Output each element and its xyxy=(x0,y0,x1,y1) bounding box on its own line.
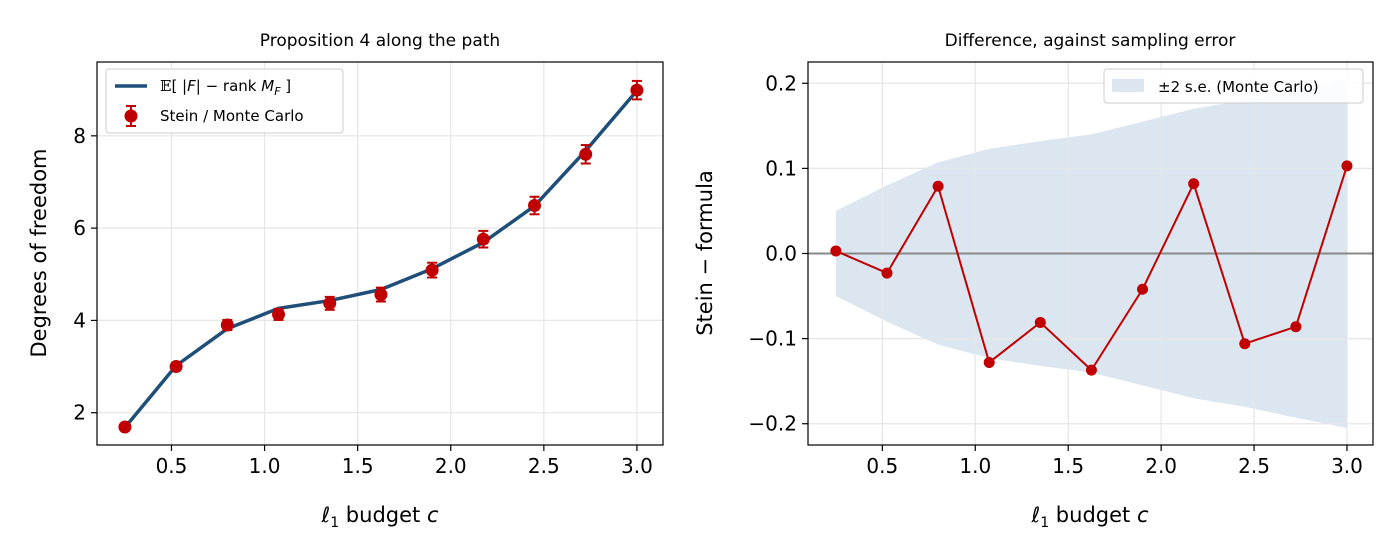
right-x-axis-label: ℓ1 budget c xyxy=(1031,503,1149,531)
stein-point xyxy=(374,288,388,302)
stein-point xyxy=(528,199,542,213)
left-x-tick-label: 1.5 xyxy=(342,454,374,478)
stein-point xyxy=(272,307,286,321)
right-legend: ±2 s.e. (Monte Carlo) xyxy=(1103,68,1364,104)
right-y-axis-label: Stein − formula xyxy=(693,170,717,336)
formula-line xyxy=(123,89,639,429)
difference-point xyxy=(932,180,944,192)
right-x-tick-label: 2.0 xyxy=(1145,454,1177,478)
stein-point xyxy=(118,420,132,434)
left-x-tick-label: 2.0 xyxy=(435,454,467,478)
right-legend-box xyxy=(1103,68,1364,104)
left-series xyxy=(118,79,644,434)
legend-band-label: ±2 s.e. (Monte Carlo) xyxy=(1158,78,1319,96)
difference-point xyxy=(1034,316,1046,328)
left-y-tick-label: 8 xyxy=(73,124,86,148)
difference-point xyxy=(1137,283,1149,295)
stein-point xyxy=(323,296,337,310)
left-x-tick-label: 3.0 xyxy=(621,454,653,478)
stein-point xyxy=(476,232,490,246)
right-chart-title: Difference, against sampling error xyxy=(945,31,1236,51)
stein-point xyxy=(220,318,234,332)
left-x-tick-label: 0.5 xyxy=(156,454,188,478)
right-y-tick-label: 0.2 xyxy=(765,71,797,95)
left-plot-frame xyxy=(96,61,664,446)
right-series xyxy=(808,160,1373,376)
left-legend: 𝔼[ |F| − rank MF ] Stein / Monte Carlo xyxy=(105,68,344,134)
right-x-tick-label: 2.5 xyxy=(1238,454,1270,478)
left-x-tick-label: 2.5 xyxy=(528,454,560,478)
difference-point xyxy=(983,356,995,368)
left-chart-title: Proposition 4 along the path xyxy=(260,31,500,51)
left-y-tick-label: 6 xyxy=(73,216,86,240)
left-y-tick-label: 2 xyxy=(73,401,86,425)
right-ticks: 0.5 1.0 1.5 2.0 2.5 3.0 −0.2 −0.1 0.0 0.1 0.2 xyxy=(748,71,1362,478)
right-x-tick-label: 1.5 xyxy=(1052,454,1084,478)
legend-formula-label: 𝔼[ |F| − rank MF ] xyxy=(160,77,291,98)
right-x-tick-label: 0.5 xyxy=(866,454,898,478)
difference-point xyxy=(1341,160,1353,172)
legend-stein-label: Stein / Monte Carlo xyxy=(160,107,304,125)
stein-point xyxy=(630,83,644,97)
left-y-axis-label: Degrees of freedom xyxy=(27,148,51,357)
difference-point xyxy=(830,245,842,257)
legend-band-swatch xyxy=(1112,79,1144,92)
left-x-axis-label: ℓ1 budget c xyxy=(321,503,439,531)
legend-stein-marker xyxy=(124,109,138,123)
right-y-tick-label: 0.0 xyxy=(765,242,797,266)
difference-point xyxy=(1085,364,1097,376)
right-x-tick-label: 3.0 xyxy=(1331,454,1363,478)
left-y-tick-label: 4 xyxy=(73,308,86,332)
left-legend-box xyxy=(105,68,344,134)
right-y-tick-label: −0.2 xyxy=(748,412,797,436)
difference-point xyxy=(1290,321,1302,333)
stein-point xyxy=(425,263,439,277)
right-panel: Difference, against sampling error 0.5 1.… xyxy=(693,31,1374,531)
left-ticks: 0.5 1.0 1.5 2.0 2.5 3.0 2 4 6 8 xyxy=(73,124,653,478)
right-x-tick-label: 1.0 xyxy=(959,454,991,478)
right-y-tick-label: −0.1 xyxy=(748,327,797,351)
difference-point xyxy=(881,267,893,279)
left-x-tick-label: 1.0 xyxy=(249,454,281,478)
difference-point xyxy=(1239,338,1251,350)
difference-point xyxy=(1188,178,1200,190)
right-y-tick-label: 0.1 xyxy=(765,156,797,180)
left-panel: Proposition 4 along the path 0.5 1.0 1.5 2.… xyxy=(27,31,664,531)
stein-point xyxy=(169,360,183,374)
stein-point xyxy=(579,147,593,161)
